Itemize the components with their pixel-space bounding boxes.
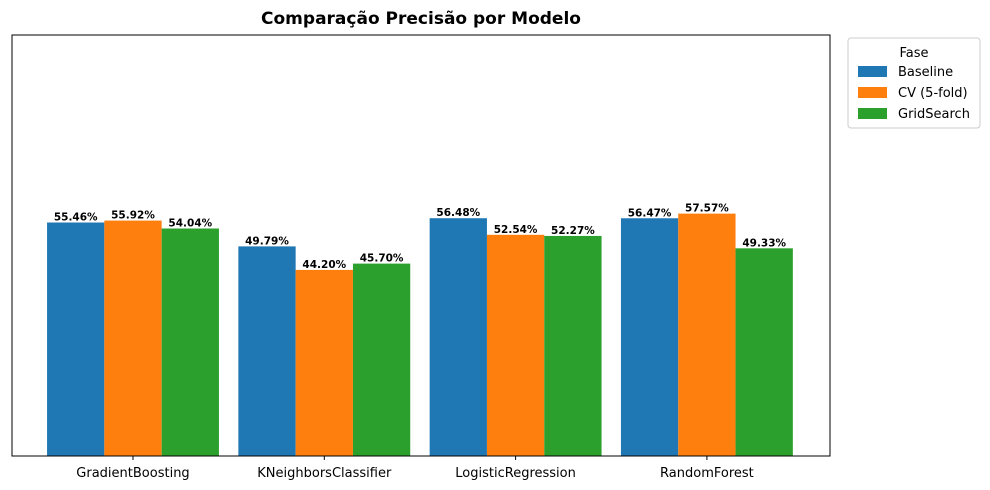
data-label: 49.79%: [245, 235, 289, 247]
legend-swatch: [858, 108, 887, 119]
x-axis: GradientBoosting KNeighborsClassifier Logi…: [76, 456, 754, 481]
legend-entries: Baseline CV (5-fold) GridSearch: [858, 65, 970, 122]
bar: [104, 220, 162, 456]
legend-swatch: [858, 87, 887, 98]
bar: [544, 235, 602, 456]
chart-title: Comparação Precisão por Modelo: [261, 9, 581, 29]
x-tick-label: RandomForest: [660, 466, 754, 481]
bar: [238, 246, 296, 456]
bar: [295, 269, 353, 456]
legend: Fase Baseline CV (5-fold) GridSearch: [847, 37, 981, 129]
data-label: 57.57%: [685, 203, 729, 215]
legend-frame: [847, 37, 981, 129]
bar: [735, 248, 793, 456]
data-label: 54.04%: [168, 217, 212, 229]
x-tick-label: GradientBoosting: [76, 466, 189, 481]
bar: [620, 218, 679, 456]
x-tick-label: LogisticRegression: [455, 466, 576, 481]
x-tick-label: KNeighborsClassifier: [257, 466, 392, 481]
bar: [47, 222, 105, 456]
data-label: 55.92%: [111, 210, 155, 222]
data-label: 45.70%: [360, 253, 404, 265]
data-label: 44.20%: [302, 259, 346, 271]
legend-label: CV (5-fold): [898, 86, 968, 101]
data-label: 49.33%: [742, 237, 786, 249]
data-label: 56.48%: [436, 207, 480, 219]
bar: [352, 263, 411, 456]
legend-label: Baseline: [898, 65, 953, 80]
legend-swatch: [858, 66, 887, 77]
plot-frame: [11, 34, 831, 457]
data-labels-layer: 55.46% 55.92% 54.04% 49.79% 44.20% 45.70% 56.4…: [54, 203, 787, 271]
bars-layer: [47, 213, 793, 456]
data-label: 52.54%: [494, 224, 538, 236]
bar: [486, 234, 545, 456]
bar: [678, 213, 736, 456]
data-label: 52.27%: [551, 225, 595, 237]
bar: [429, 218, 487, 456]
data-label: 55.46%: [54, 212, 98, 224]
data-label: 56.47%: [628, 207, 672, 219]
legend-label: GridSearch: [898, 107, 970, 122]
legend-title: Fase: [899, 46, 928, 61]
bar: [161, 228, 219, 456]
